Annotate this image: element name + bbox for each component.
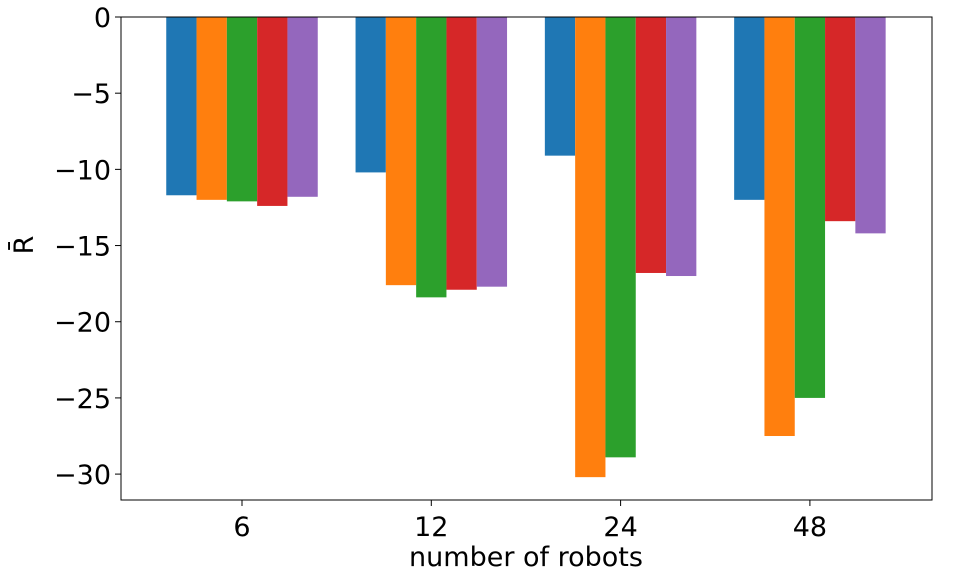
bar-series-2-cat-24 xyxy=(575,17,606,478)
plot-frame xyxy=(120,16,933,501)
x-axis: 6 12 24 48 xyxy=(233,500,827,543)
y-axis-label: R̄ xyxy=(8,236,40,255)
bar-series-1-cat-6 xyxy=(166,17,197,196)
x-tick-label: 48 xyxy=(793,512,827,543)
bar-series-1-cat-24 xyxy=(544,17,576,156)
bar-series-4-cat-48 xyxy=(825,17,856,222)
x-tick-label: 6 xyxy=(233,512,250,543)
x-axis-label: number of robots xyxy=(409,542,643,571)
y-tick-label: −30 xyxy=(54,460,111,491)
bar-series-4-cat-12 xyxy=(446,17,477,290)
bar-series-3-cat-6 xyxy=(226,17,258,202)
y-tick-label: −10 xyxy=(54,155,111,186)
bar-series-2-cat-48 xyxy=(764,17,795,437)
bar-series-2-cat-6 xyxy=(196,17,227,200)
bar-series-5-cat-12 xyxy=(476,17,508,287)
bar-series-1-cat-12 xyxy=(355,17,386,173)
y-tick-label: −25 xyxy=(54,384,111,415)
y-tick-label: −20 xyxy=(54,308,111,339)
bar-series-1-cat-48 xyxy=(734,17,765,200)
y-tick-label: −15 xyxy=(54,232,111,263)
bar-series-5-cat-48 xyxy=(855,17,886,234)
x-tick-label: 24 xyxy=(603,512,637,543)
y-tick-label: 0 xyxy=(94,3,111,34)
bar-series-4-cat-24 xyxy=(635,17,667,273)
bar-series-5-cat-24 xyxy=(666,17,697,277)
bar-series-3-cat-24 xyxy=(605,17,636,458)
bar-series-2-cat-12 xyxy=(385,17,417,286)
bar-series-3-cat-12 xyxy=(416,17,447,298)
bar-series-5-cat-6 xyxy=(287,17,318,197)
bar-series-4-cat-6 xyxy=(257,17,288,206)
x-tick-label: 12 xyxy=(414,512,448,543)
y-axis: 0 −5 −10 −15 −20 −25 −30 xyxy=(54,3,121,491)
bars-group xyxy=(166,17,886,478)
bar-series-3-cat-48 xyxy=(794,17,826,398)
y-tick-label: −5 xyxy=(71,79,111,110)
